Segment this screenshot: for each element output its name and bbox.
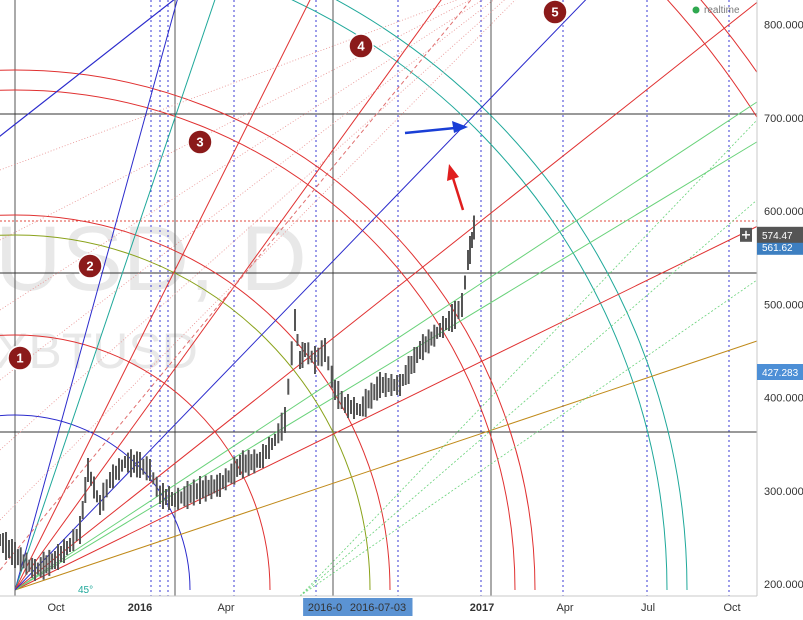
price-tick-label: 400.000 (764, 393, 803, 405)
time-tick-highlight (343, 598, 413, 616)
time-tick-label: 2017 (470, 602, 494, 614)
marker-number-4: 4 (357, 39, 365, 54)
price-tick-label: 700.000 (764, 113, 803, 125)
fan-line-5 (14, 224, 761, 591)
fan-green-dotted-line-1 (299, 199, 758, 597)
fan-line-4 (14, 0, 761, 591)
red-arrow-shaft (451, 177, 465, 211)
price-tick-label: 200.000 (764, 579, 803, 591)
realtime-indicator: realtime (692, 5, 740, 16)
price-badge-label: 574.47 (762, 231, 793, 242)
marker-circle-3 (187, 129, 213, 155)
gann-arc-6 (291, 0, 668, 591)
gann-arc-5 (0, 69, 536, 591)
time-axis[interactable]: Oct 2016 Apr 2016-0 2016-07-03 2017 Apr Jul Oct (0, 595, 803, 620)
time-tick-highlight (303, 598, 347, 616)
fan-dotted-line-3 (0, 0, 483, 311)
gann-arc-7 (335, 0, 688, 591)
time-tick-label: Oct (47, 602, 64, 614)
price-tick-label: 500.000 (764, 299, 803, 311)
marker-number-3: 3 (196, 135, 203, 150)
realtime-label: realtime (704, 5, 740, 16)
fan-angle-label: 45° (78, 585, 93, 596)
red-arrow-head (447, 164, 459, 181)
marker-number-2: 2 (86, 259, 93, 274)
gann-arc-2 (0, 234, 371, 591)
fan-dotted-line-4 (0, 0, 472, 241)
price-axis-background (757, 0, 803, 620)
blue-arrow-head (452, 121, 468, 133)
gann-arc-4 (0, 89, 516, 591)
annotation-arrows (404, 121, 468, 211)
gann-fan-lines (0, 0, 761, 597)
fan-dotted-line-5 (0, 0, 458, 171)
time-tick-label: Oct (723, 602, 740, 614)
time-tick-label: Apr (217, 602, 234, 614)
realtime-dot (692, 6, 700, 14)
fan-dotted-line-0 (0, 0, 516, 521)
marker-number-5: 5 (551, 5, 558, 20)
fan-line-0 (14, 0, 178, 591)
price-axis[interactable]: 200.000 300.000 400.000 500.000 600.000 700.0… (756, 0, 803, 620)
fan-line-8 (14, 99, 761, 591)
price-tick-label: 300.000 (764, 486, 803, 498)
time-tick-label: Apr (556, 602, 573, 614)
fan-line-2 (14, 0, 311, 591)
marker-circle-2 (77, 253, 103, 279)
price-badge (757, 364, 803, 380)
marker-number-1: 1 (16, 351, 23, 366)
price-candles (0, 215, 475, 581)
price-tick-label: 600.000 (764, 206, 803, 218)
symbol-watermark: USD, D XBTUSD (0, 208, 307, 379)
marker-circle-4 (348, 33, 374, 59)
fan-dashed-line (0, 0, 472, 571)
watermark-symbol: USD, D (0, 208, 307, 310)
fan-line-1 (14, 0, 216, 591)
price-badge-label: 427.283 (762, 368, 799, 379)
fan-green-dotted-line-0 (299, 119, 758, 597)
marker-circle-5 (542, 0, 568, 25)
fan-line-9 (14, 0, 587, 591)
price-badge-label: 561.62 (762, 243, 793, 254)
price-tick-label: 800.000 (764, 20, 803, 32)
watermark-subsymbol: XBTUSD (0, 323, 198, 379)
gann-arc-0 (0, 414, 191, 591)
time-tick-label: 2016-0 (308, 602, 342, 614)
time-tick-label: 2016 (128, 602, 152, 614)
price-badge (757, 226, 803, 243)
blue-arrow-shaft (404, 126, 456, 135)
marker-circle-1 (7, 345, 33, 371)
fan-line-upper-blue (0, 0, 175, 137)
fan-line-7 (14, 139, 761, 591)
numbered-markers: 1 2 3 4 5 (7, 0, 568, 371)
time-tick-label: 2016-07-03 (350, 602, 406, 614)
fan-dotted-line-2 (0, 0, 495, 381)
horizontal-lines (0, 113, 757, 433)
fan-line-6 (14, 339, 761, 591)
fan-green-dotted-line-2 (299, 279, 758, 597)
time-tick-label: Jul (641, 602, 655, 614)
